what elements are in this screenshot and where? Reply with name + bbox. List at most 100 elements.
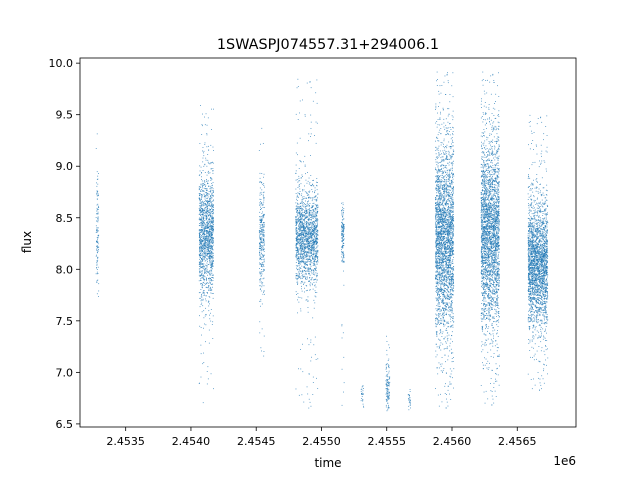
data-point [440, 292, 442, 294]
data-point [206, 243, 208, 245]
data-point [208, 220, 210, 222]
data-point [303, 226, 304, 227]
data-point [316, 102, 318, 104]
data-point [313, 229, 315, 230]
data-point [202, 147, 204, 148]
data-point [199, 238, 201, 240]
data-point [303, 225, 305, 227]
data-point [437, 249, 439, 251]
data-point [442, 171, 444, 173]
data-point [200, 186, 202, 188]
data-point [201, 277, 202, 279]
data-point [308, 211, 310, 213]
data-point [438, 155, 440, 157]
data-point [201, 228, 203, 230]
data-point [302, 253, 304, 255]
data-point [317, 250, 319, 251]
data-point [298, 394, 300, 396]
data-point [442, 188, 443, 189]
data-point [260, 191, 262, 193]
data-point [300, 310, 302, 312]
data-point [341, 202, 342, 204]
data-point [260, 239, 262, 241]
data-point [311, 283, 313, 285]
data-point [298, 240, 300, 242]
data-point [452, 177, 453, 178]
data-point [313, 215, 314, 217]
data-point [259, 218, 261, 220]
data-point [202, 150, 203, 152]
data-point [343, 239, 345, 240]
data-point [207, 248, 209, 250]
data-point [259, 236, 261, 238]
data-point [306, 212, 308, 214]
data-point [305, 215, 307, 217]
data-point [261, 229, 262, 231]
data-point [262, 293, 264, 295]
data-point [261, 238, 263, 240]
data-point [212, 195, 214, 197]
data-point [261, 181, 263, 183]
data-point [452, 302, 453, 304]
data-point [209, 226, 211, 227]
data-point [298, 228, 300, 229]
data-point [204, 228, 206, 230]
data-point [308, 215, 310, 216]
data-point [303, 246, 305, 248]
data-point [311, 231, 312, 233]
data-point [439, 270, 441, 272]
data-point [201, 217, 202, 219]
data-point [445, 309, 446, 311]
data-point [263, 270, 264, 272]
data-point [199, 208, 201, 210]
data-point [263, 176, 264, 178]
data-point [442, 185, 444, 187]
data-point [343, 257, 345, 259]
data-point [447, 72, 448, 74]
data-point [208, 211, 210, 213]
data-point [209, 198, 211, 200]
data-point [302, 237, 303, 238]
data-point [311, 210, 313, 212]
data-point [313, 270, 314, 271]
data-point [309, 257, 311, 259]
data-point [97, 230, 99, 232]
data-point [448, 334, 450, 336]
data-point [435, 247, 437, 249]
data-point [449, 315, 451, 317]
data-point [316, 229, 318, 231]
data-point [209, 225, 211, 227]
data-point [209, 270, 211, 271]
data-point [299, 274, 300, 276]
data-point [307, 258, 309, 260]
data-point [210, 240, 212, 241]
data-point [450, 252, 451, 254]
data-point [200, 166, 202, 168]
data-point [445, 124, 447, 126]
data-point [262, 245, 264, 247]
data-point [440, 231, 442, 233]
data-point [450, 283, 452, 285]
data-point [97, 219, 99, 221]
data-point [341, 241, 343, 242]
data-point [436, 179, 438, 180]
data-point [211, 236, 212, 238]
data-point [301, 196, 303, 198]
data-point [436, 254, 437, 255]
data-point [297, 240, 299, 242]
data-point [300, 237, 302, 238]
data-point [311, 213, 313, 215]
data-point [261, 221, 262, 222]
data-point [204, 207, 206, 209]
data-point [200, 215, 202, 216]
data-point [302, 215, 304, 217]
data-point [437, 308, 439, 310]
data-point [308, 228, 310, 230]
data-point [444, 197, 445, 199]
data-point [301, 253, 303, 255]
data-point [211, 274, 213, 276]
data-point [204, 228, 205, 230]
data-point [449, 227, 451, 229]
data-point [311, 239, 313, 241]
data-point [310, 240, 312, 242]
